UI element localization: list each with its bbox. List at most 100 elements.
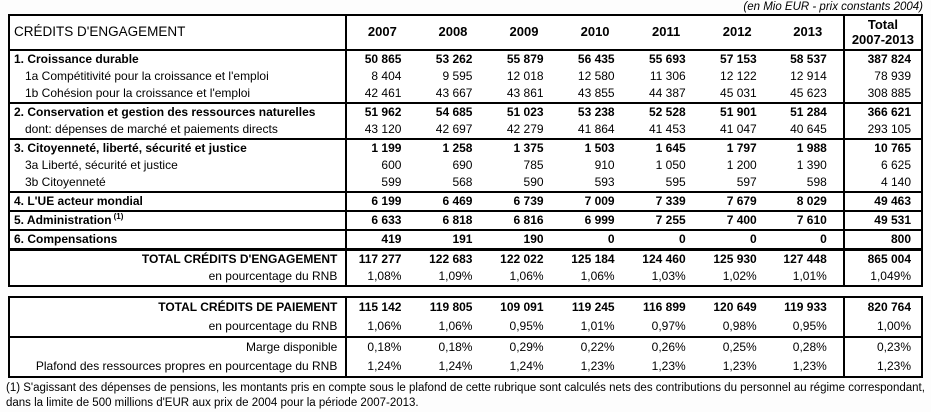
commitments-table-body: 1. Croissance durable 50 865 53 262 55 879 5… (9, 50, 922, 286)
value-cell: 910 (594, 157, 615, 172)
value-cell: 1,09% (438, 268, 473, 283)
value-cell: 599 (381, 174, 402, 189)
table-row: en pourcentage du RNB 1,06% 1,06% 0,95% 1,01… (9, 317, 922, 337)
value-cell: 1 258 (417, 138, 489, 157)
payments-table-body: TOTAL CRÉDITS DE PAIEMENT 115 142 119 805 1… (9, 297, 922, 377)
value-cell: 8 404 (371, 68, 402, 83)
row-label: 3b Citoyenneté (9, 174, 348, 192)
year-header-2011: 2011 (652, 24, 681, 40)
value-cell: 0,26% (630, 336, 702, 357)
year-header-2013: 2013 (793, 24, 823, 40)
table-title: CRÉDITS D'ENGAGEMENT (9, 15, 348, 50)
value-cell: 12 914 (790, 68, 827, 83)
value-cell: 12 580 (577, 68, 615, 83)
table-row: 1. Croissance durable 50 865 53 262 55 879 5… (9, 50, 922, 68)
table-row: en pourcentage du RNB 1,08% 1,09% 1,06% 1,06… (9, 268, 922, 286)
total-cell: 800 (842, 229, 922, 250)
value-cell: 190 (488, 229, 560, 250)
value-cell: 11 306 (649, 68, 686, 83)
value-cell: 119 933 (784, 299, 827, 314)
total-cell: 1,00% (842, 317, 922, 337)
value-cell: 125 930 (701, 248, 773, 268)
value-cell: 1 645 (630, 138, 702, 157)
table-row: 1b Cohésion pour la croissance et l'empl… (9, 85, 922, 103)
value-cell: 1,08% (367, 268, 402, 283)
table-row: 3a Liberté, sécurité et justice 600 690 785… (9, 157, 922, 174)
header-row: CRÉDITS D'ENGAGEMENT 2007 2008 2009 2010… (9, 15, 922, 50)
total-cell: 1,049% (842, 268, 922, 286)
value-cell: 44 387 (648, 85, 686, 100)
table-row: 4. L'UE acteur mondial 6 199 6 469 6 739 7 0… (9, 191, 922, 211)
value-cell: 690 (452, 157, 473, 172)
row-label: Plafond des ressources propres en pource… (9, 357, 348, 377)
value-cell: 6 633 (346, 210, 418, 230)
value-cell: 1,24% (367, 358, 402, 373)
value-cell: 45 623 (790, 85, 827, 100)
value-cell: 7 400 (701, 210, 773, 230)
value-cell: 1,23% (792, 358, 827, 373)
value-cell: 0,95% (509, 318, 544, 333)
value-cell: 7 610 (772, 210, 844, 230)
value-cell: 0,95% (792, 318, 827, 333)
value-cell: 6 739 (488, 191, 560, 211)
value-cell: 0,29% (488, 336, 560, 357)
value-cell: 1,06% (438, 318, 473, 333)
value-cell: 1,01% (792, 268, 827, 283)
row-label: 3. Citoyenneté, liberté, sécurité et jus… (9, 138, 348, 157)
value-cell: 122 022 (488, 248, 560, 268)
total-header-line2: 2007-2013 (851, 31, 914, 47)
value-cell: 0,22% (559, 336, 631, 357)
footnote-marker: (1) (113, 211, 124, 221)
value-cell: 595 (665, 174, 686, 189)
table-row: 1a Compétitivité pour la croissance et l… (9, 68, 922, 85)
value-cell: 593 (594, 174, 615, 189)
row-label: Marge disponible (9, 336, 348, 357)
value-cell: 51 284 (772, 102, 844, 121)
value-cell: 43 861 (506, 85, 544, 100)
unit-note: (en Mio EUR - prix constants 2004) (743, 1, 923, 13)
value-cell: 6 816 (488, 210, 560, 230)
row-label: 6. Compensations (9, 229, 348, 250)
value-cell: 41 047 (720, 121, 757, 136)
table-row: 3b Citoyenneté 599 568 590 593 595 597 598 4 140 (9, 174, 922, 192)
row-label: 1a Compétitivité pour la croissance et l… (9, 68, 348, 85)
value-cell: 0 (701, 229, 773, 250)
value-cell: 1,23% (722, 358, 757, 373)
value-cell: 51 962 (346, 102, 418, 121)
value-cell: 41 864 (577, 121, 615, 136)
value-cell: 53 262 (435, 51, 473, 66)
total-cell: 78 939 (842, 68, 922, 85)
value-cell: 785 (523, 157, 544, 172)
value-cell: 50 865 (364, 51, 402, 66)
value-cell: 191 (417, 229, 489, 250)
value-cell: 0 (559, 229, 631, 250)
value-cell: 1,06% (580, 268, 615, 283)
value-cell: 122 683 (417, 248, 489, 268)
value-cell: 127 448 (772, 248, 844, 268)
value-cell: 55 879 (506, 51, 544, 66)
value-cell: 51 901 (701, 102, 773, 121)
value-cell: 125 184 (559, 248, 631, 268)
value-cell: 43 855 (577, 85, 615, 100)
year-header-2009: 2009 (509, 24, 539, 40)
value-cell: 598 (806, 174, 827, 189)
total-cell: 820 764 (842, 297, 922, 317)
value-cell: 1,23% (651, 358, 686, 373)
value-cell: 1 200 (726, 157, 757, 172)
value-cell: 119 805 (429, 299, 473, 314)
year-header-2008: 2008 (438, 24, 468, 40)
value-cell: 6 469 (417, 191, 489, 211)
value-cell: 54 685 (417, 102, 489, 121)
total-cell: 1,23% (842, 357, 922, 377)
total-cell: 10 765 (842, 138, 922, 157)
table-row: Plafond des ressources propres en pource… (9, 357, 922, 377)
row-label: TOTAL CRÉDITS DE PAIEMENT (9, 297, 348, 317)
total-cell: 308 885 (842, 85, 922, 103)
value-cell: 41 453 (648, 121, 686, 136)
value-cell: 12 122 (720, 68, 757, 83)
value-cell: 419 (346, 229, 418, 250)
table-row: 2. Conservation et gestion des ressource… (9, 102, 922, 121)
row-label: 1. Croissance durable (9, 50, 348, 68)
year-header-2007: 2007 (367, 24, 397, 40)
commitments-table: CRÉDITS D'ENGAGEMENT 2007 2008 2009 2010… (8, 14, 923, 287)
